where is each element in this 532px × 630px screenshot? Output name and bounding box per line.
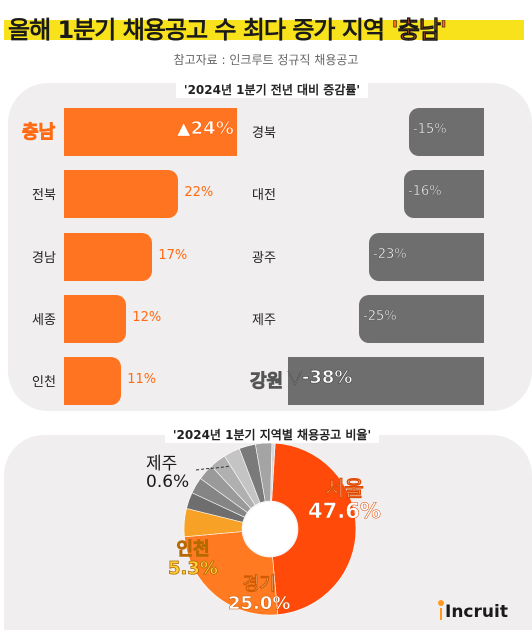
- bar-경남: [64, 233, 153, 281]
- bar-강원: [288, 357, 484, 405]
- bar-category-label: 제주: [252, 313, 276, 328]
- bar-category-label: 강원: [250, 371, 284, 393]
- bar-경북: [409, 108, 484, 156]
- pie-slice-4: [270, 442, 276, 502]
- bar-category-label: 충남: [22, 122, 56, 144]
- source-note: 참고자료 : 인크루트 정규직 채용공고: [173, 53, 359, 67]
- bar-category-label: 경남: [32, 251, 56, 266]
- logo-bar-icon: [440, 608, 442, 620]
- title-accent-text: '충남': [391, 16, 447, 45]
- pie-slice-1: [184, 531, 279, 616]
- slice-label-seoul: 서울 47.6%: [308, 477, 381, 524]
- slice-label-seoul-name: 서울: [325, 477, 364, 501]
- title-highlight: [4, 20, 524, 40]
- bar-value-label: ▲24%: [176, 118, 234, 140]
- bar-value-label: -25%: [363, 309, 397, 324]
- bar-category-label: 경북: [252, 126, 276, 141]
- bar-충남: [64, 108, 237, 156]
- bar-인천: [64, 357, 122, 405]
- bar-value-label: 11%: [127, 372, 157, 387]
- bar-value-label: 12%: [132, 310, 162, 325]
- bar-category-label: 대전: [252, 188, 276, 203]
- bar-chart-title: '2024년 1분기 전년 대비 증감률': [0, 80, 532, 99]
- bar-category-label: 세종: [32, 313, 56, 328]
- slice-label-seoul-value: 47.6%: [308, 499, 381, 524]
- slice-label-incheon: 인천 5.3%: [168, 539, 219, 579]
- bar-value-label: -16%: [408, 184, 442, 199]
- title-main-text: 올해 1분기 채용공고 수 최다 증가 지역: [8, 16, 385, 44]
- bar-전북: [64, 170, 179, 218]
- bar-광주: [369, 233, 484, 281]
- logo-dot-icon: [438, 600, 444, 606]
- bar-value-label: 22%: [184, 185, 214, 200]
- incruit-logo: Incruit: [436, 600, 508, 622]
- bar-category-label: 광주: [252, 251, 276, 266]
- slice-label-incheon-name: 인천: [176, 539, 210, 560]
- donut-chart-title: '2024년 1분기 지역별 채용공고 비율': [0, 425, 532, 444]
- bar-세종: [64, 295, 127, 343]
- slice-label-jeju: 제주 0.6%: [146, 454, 190, 492]
- bar-category-label: 전북: [32, 188, 56, 203]
- slice-label-incheon-value: 5.3%: [168, 557, 219, 579]
- page-title: 올해 1분기 채용공고 수 최다 증가 지역 '충남': [8, 10, 448, 45]
- slice-label-gyeonggi-name: 경기: [242, 574, 276, 595]
- pie-slice-0: [271, 442, 357, 615]
- slice-label-jeju-value: 0.6%: [146, 471, 190, 492]
- bar-value-label: 17%: [158, 248, 188, 263]
- bar-category-label: 인천: [32, 375, 56, 390]
- bar-대전: [404, 170, 484, 218]
- bar-value-label: -15%: [413, 122, 447, 137]
- donut-hole: [243, 502, 297, 556]
- logo-text: Incruit: [445, 602, 508, 622]
- slice-label-gyeonggi-value: 25.0%: [228, 592, 291, 614]
- jeju-leader-line: [195, 465, 231, 471]
- bar-value-label: -23%: [373, 247, 407, 262]
- donut-chart-title-text: '2024년 1분기 지역별 채용공고 비율': [164, 427, 380, 443]
- bar-chart-title-text: '2024년 1분기 전년 대비 증감률': [175, 82, 369, 98]
- slice-label-gyeonggi: 경기 25.0%: [228, 574, 291, 614]
- bar-value-label: ▽-38%: [288, 367, 353, 389]
- title-row: 올해 1분기 채용공고 수 최다 증가 지역 '충남': [0, 6, 532, 46]
- slice-label-jeju-name: 제주: [146, 454, 178, 474]
- bar-제주: [359, 295, 484, 343]
